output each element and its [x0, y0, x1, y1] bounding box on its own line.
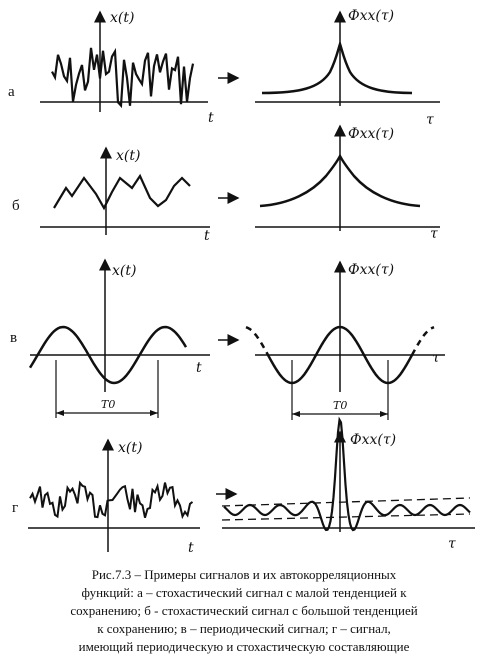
envelope-lower-dashed	[221, 513, 471, 521]
signal-plot-g: x(t) t	[28, 438, 200, 556]
acf-plot-g: Фxx(τ) τ	[221, 416, 475, 552]
signal-plot-v: x(t) t T0	[28, 258, 210, 418]
caption-line: сохранению; б - стохастический сигнал с …	[70, 603, 418, 618]
time-axis-label: t	[208, 110, 214, 126]
lag-axis-label: τ	[426, 112, 434, 128]
acf-axis-label: Фxx(τ)	[350, 432, 396, 448]
figure-caption: Рис.7.3 – Примеры сигналов и их автокорр…	[40, 566, 448, 656]
panel-v: в x(t) t T0 Фxx(τ) τ	[10, 258, 445, 420]
period-label: T0	[333, 399, 347, 412]
row-label-b: б	[12, 198, 20, 214]
periodic-signal-trace	[28, 325, 188, 385]
caption-line: к сохранению; в – периодический сигнал; …	[97, 621, 391, 636]
caption-line: функций: а – стохастический сигнал с мал…	[81, 585, 407, 600]
acf-plot-a: Фxx(τ) τ	[255, 8, 440, 128]
signal-axis-label: x(t)	[110, 10, 134, 26]
acf-plot-v: Фxx(τ) τ T0	[245, 260, 445, 420]
panel-b: б x(t) t Фxx(τ) τ	[12, 124, 440, 244]
signal-axis-label: x(t)	[112, 263, 136, 279]
panel-g: г x(t) t Фxx(τ) τ	[12, 416, 475, 556]
signal-plot-a: x(t) t	[40, 10, 214, 126]
lag-axis-label: τ	[432, 350, 440, 366]
signal-axis-label: x(t)	[116, 148, 140, 164]
slow-random-signal-trace	[53, 173, 191, 211]
acf-mixed-curve	[223, 416, 471, 532]
acf-periodic-continuation-right	[410, 326, 435, 356]
acf-plot-b: Фxx(τ) τ	[255, 124, 440, 242]
caption-line: Рис.7.3 – Примеры сигналов и их автокорр…	[91, 567, 397, 582]
caption-line: имеющий периодическую и стохастическую с…	[78, 639, 410, 654]
acf-axis-label: Фxx(τ)	[348, 126, 394, 142]
mixed-signal-trace	[29, 480, 194, 520]
lag-axis-label: τ	[448, 536, 456, 552]
time-axis-label: t	[188, 540, 194, 556]
row-label-g: г	[12, 500, 18, 516]
period-label: T0	[101, 398, 115, 411]
signal-plot-b: x(t) t	[40, 146, 210, 244]
time-axis-label: t	[204, 228, 210, 244]
figure-7-3: а x(t) t Фxx(τ) τ б x(t) t	[8, 8, 475, 556]
acf-axis-label: Фxx(τ)	[348, 262, 394, 278]
signal-axis-label: x(t)	[118, 440, 142, 456]
acf-axis-label: Фxx(τ)	[348, 8, 394, 24]
acf-sharp-peak-curve	[261, 40, 413, 95]
time-axis-label: t	[196, 360, 202, 376]
noise-signal-trace	[51, 47, 195, 109]
panel-a: а x(t) t Фxx(τ) τ	[8, 8, 440, 128]
acf-periodic-continuation-left	[245, 326, 270, 356]
lag-axis-label: τ	[430, 226, 438, 242]
acf-wide-peak-curve	[259, 153, 421, 208]
row-label-v: в	[10, 330, 17, 346]
row-label-a: а	[8, 84, 15, 100]
